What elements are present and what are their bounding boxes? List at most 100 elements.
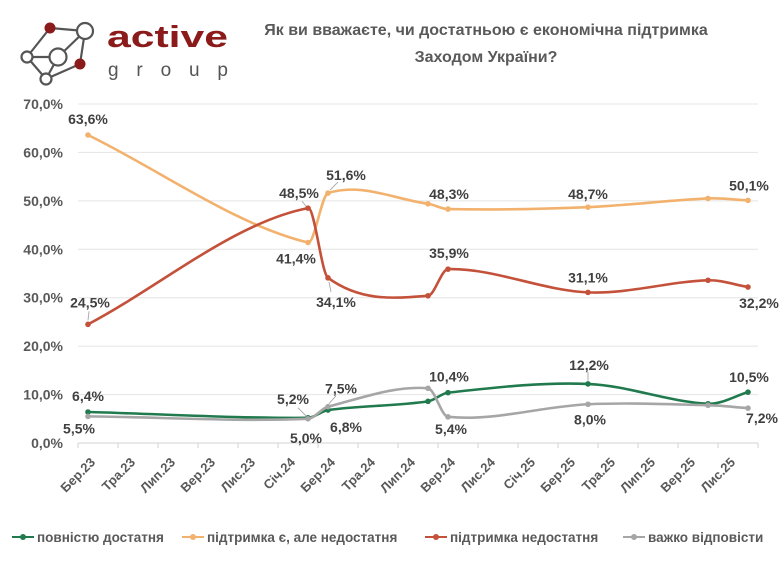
x-tick-label: Бер.25 xyxy=(537,455,578,496)
data-label: 63,6% xyxy=(68,111,108,127)
data-label: 7,5% xyxy=(325,381,357,397)
label-leader-line xyxy=(297,407,307,417)
data-point-marker xyxy=(745,284,751,290)
x-tick-label: Вер.24 xyxy=(417,454,458,495)
x-tick-label: Вер.25 xyxy=(657,455,698,496)
series-line-insufficient xyxy=(86,206,750,326)
legend-label: повністю достатня xyxy=(37,529,164,545)
label-leader-lines xyxy=(87,181,589,417)
data-label: 48,7% xyxy=(568,186,608,202)
data-label: 8,0% xyxy=(574,411,606,427)
data-point-marker xyxy=(445,389,451,396)
data-point-marker xyxy=(425,200,431,207)
x-tick-label: Лис.23 xyxy=(218,455,259,496)
data-point-marker xyxy=(425,292,431,299)
legend-line-marker-icon xyxy=(425,534,447,540)
label-leader-line xyxy=(329,181,339,191)
legend-item-hard-to-say: важко відповісти xyxy=(623,528,763,546)
series-hard-to-say xyxy=(85,385,751,422)
data-label: 31,1% xyxy=(568,269,608,285)
data-label: 5,2% xyxy=(277,391,309,407)
data-label: 35,9% xyxy=(429,245,469,261)
data-label: 48,3% xyxy=(429,186,469,202)
logo-subtitle: group xyxy=(108,60,228,81)
data-point-marker xyxy=(305,239,311,246)
chart-title-line-2: Заходом України? xyxy=(414,49,558,66)
y-tick-label: 70,0% xyxy=(23,96,63,112)
x-tick-label: Лип.25 xyxy=(617,455,658,496)
data-point-marker xyxy=(425,398,431,405)
data-point-marker xyxy=(585,204,591,210)
x-tick-label: Січ.24 xyxy=(260,454,298,492)
series-line-hard-to-say xyxy=(86,386,750,422)
series-insufficient xyxy=(85,205,751,328)
data-point-marker xyxy=(585,381,591,387)
data-label: 5,0% xyxy=(290,430,322,446)
data-label: 6,4% xyxy=(72,388,104,404)
legend-label: важко відповісти xyxy=(648,529,764,545)
data-label: 5,5% xyxy=(63,420,95,436)
axes: 0,0% 10,0% 20,0% 30,0% 40,0% 50,0% 60,0% 70,0% Б… xyxy=(23,96,759,496)
data-label: 10,5% xyxy=(729,369,769,385)
label-leader-line xyxy=(328,395,337,404)
chart-title-line-1: Як ви вважаєте, чи достатньою є економіч… xyxy=(264,22,708,39)
data-point-marker xyxy=(85,413,91,420)
chart-title: Як ви вважаєте, чи достатньою є економіч… xyxy=(236,17,736,71)
data-point-marker xyxy=(705,277,711,284)
data-label: 7,2% xyxy=(746,410,778,426)
data-label: 32,2% xyxy=(739,295,779,311)
legend-item-support-insufficient-partly: підтримка є, але недостатня xyxy=(182,528,397,546)
data-point-marker xyxy=(85,321,91,328)
data-point-marker xyxy=(325,275,331,281)
y-tick-label: 0,0% xyxy=(31,435,63,451)
y-tick-label: 50,0% xyxy=(23,193,63,209)
data-point-marker xyxy=(445,266,451,272)
data-point-marker xyxy=(425,385,431,392)
series-lines xyxy=(85,132,751,422)
data-label: 5,4% xyxy=(435,421,467,437)
data-label: 41,4% xyxy=(276,251,316,267)
network-icon xyxy=(20,21,95,86)
logo-wordmark: active xyxy=(107,19,228,54)
legend-item-fully-sufficient: повністю достатня xyxy=(12,528,164,546)
y-tick-label: 30,0% xyxy=(23,290,63,306)
data-label: 6,8% xyxy=(330,419,362,435)
data-point-marker xyxy=(305,205,311,211)
gridlines xyxy=(78,103,758,396)
legend-line-marker-icon xyxy=(182,534,204,540)
label-leader-line xyxy=(328,281,332,292)
x-tick-label: Лис.25 xyxy=(698,455,739,496)
label-leader-line xyxy=(301,200,307,207)
legend-line-marker-icon xyxy=(623,534,645,540)
data-point-marker xyxy=(585,289,591,296)
x-tick-label: Лип.23 xyxy=(137,455,178,496)
data-label: 12,2% xyxy=(569,357,609,373)
data-point-marker xyxy=(325,403,331,410)
data-point-marker xyxy=(445,206,451,212)
legend-label: підтримка недостатня xyxy=(450,529,599,545)
x-tick-label: Бер.24 xyxy=(297,454,338,495)
data-label: 10,4% xyxy=(429,369,469,385)
y-tick-label: 10,0% xyxy=(23,387,63,403)
data-point-marker xyxy=(445,414,451,420)
x-tick-label: Бер.23 xyxy=(57,455,98,496)
data-point-marker xyxy=(85,132,91,138)
series-line-partly-insufficient xyxy=(86,133,750,244)
x-tick-label: Січ.25 xyxy=(500,455,538,493)
data-point-marker xyxy=(705,402,711,409)
data-point-marker xyxy=(745,197,751,204)
y-tick-label: 40,0% xyxy=(23,241,63,257)
data-point-marker xyxy=(305,415,311,422)
legend-label: підтримка є, але недостатня xyxy=(207,529,398,545)
series-partly-insufficient xyxy=(85,132,751,246)
data-point-marker xyxy=(705,195,711,202)
x-tick-label: Тра.23 xyxy=(99,455,138,494)
data-point-marker xyxy=(745,389,751,395)
x-tick-label: Лип.24 xyxy=(377,454,419,496)
data-label: 51,6% xyxy=(326,167,366,183)
company-logo: active group xyxy=(20,19,228,86)
x-tick-label: Тра.25 xyxy=(579,455,618,494)
data-point-marker xyxy=(745,405,751,411)
y-tick-label: 60,0% xyxy=(23,144,63,160)
